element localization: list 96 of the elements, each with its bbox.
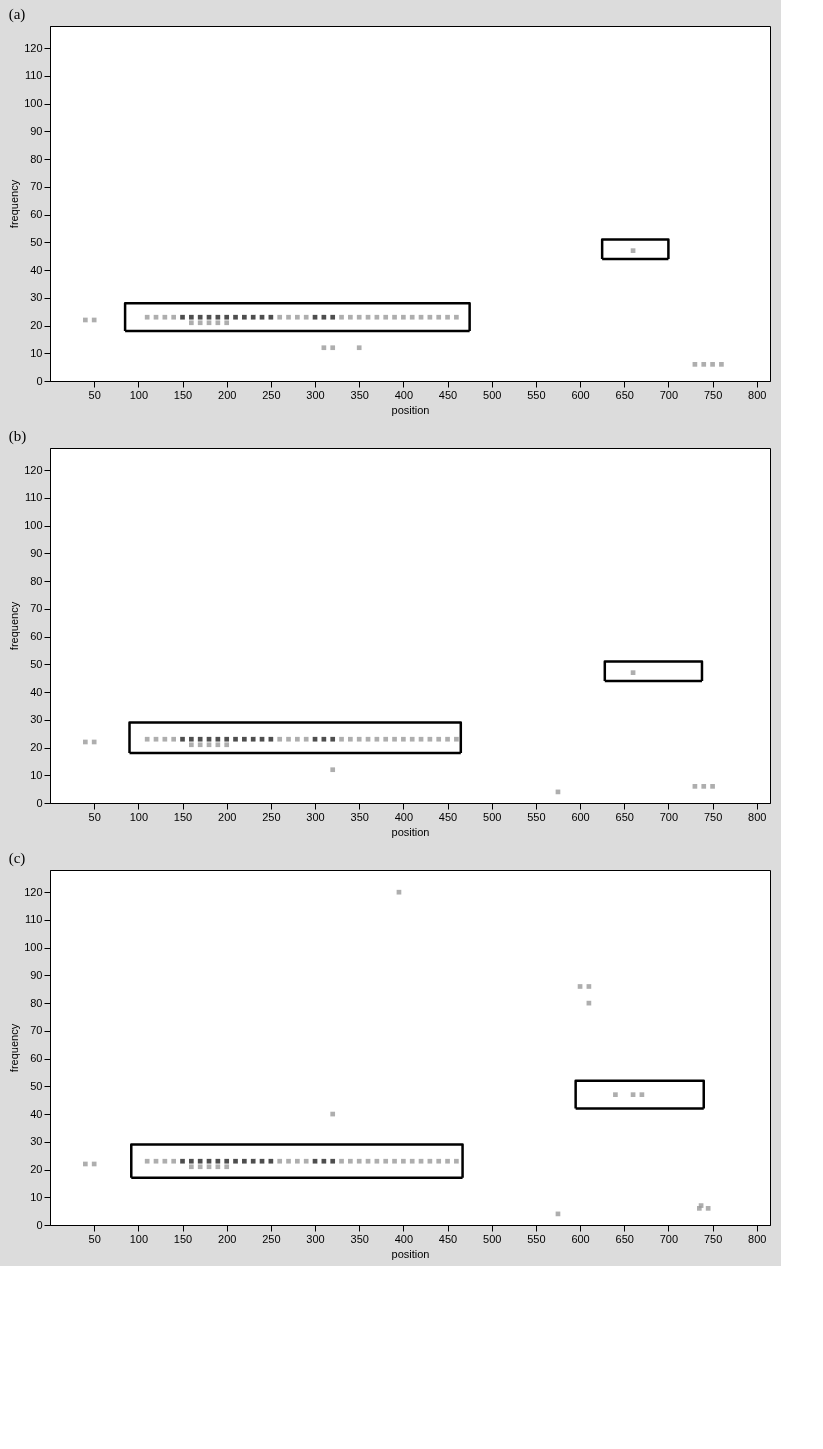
x-tick-label: 600 [571, 810, 590, 823]
x-tick-label: 100 [129, 810, 149, 823]
y-tick-label: 0 [36, 374, 43, 387]
y-tick-label: 20 [30, 1163, 43, 1176]
x-tick-label: 650 [615, 388, 634, 401]
x-tick-label: 700 [659, 388, 679, 401]
x-tick-label: 200 [218, 1232, 237, 1245]
x-tick-label: 500 [483, 810, 502, 823]
x-tick-label: 400 [394, 1232, 414, 1245]
x-tick-label: 50 [88, 388, 101, 401]
x-tick-label: 450 [438, 388, 458, 401]
y-tick-label: 100 [24, 519, 43, 532]
x-tick-label: 500 [483, 1232, 502, 1245]
y-axis-title: frequency [8, 179, 21, 229]
y-tick-label: 80 [30, 574, 43, 587]
x-tick-label: 700 [659, 1232, 679, 1245]
x-tick-label: 250 [262, 1232, 281, 1245]
x-tick-label: 550 [527, 1232, 546, 1245]
x-tick-label: 350 [350, 1232, 369, 1245]
x-tick-label: 400 [394, 388, 414, 401]
x-tick-label: 800 [748, 810, 767, 823]
x-tick-label: 300 [306, 1232, 325, 1245]
y-tick-label: 0 [36, 1218, 43, 1231]
y-tick-label: 60 [30, 1052, 43, 1065]
y-tick-label: 80 [30, 996, 43, 1009]
y-tick-label: 90 [30, 546, 43, 559]
y-tick-label: 120 [24, 463, 43, 476]
chart-title: (c) [8, 850, 26, 867]
x-tick-label: 550 [527, 388, 546, 401]
y-tick-label: 100 [24, 941, 43, 954]
y-tick-label: 100 [24, 97, 43, 110]
x-tick-label: 150 [173, 810, 193, 823]
y-tick-label: 30 [30, 713, 43, 726]
x-tick-label: 200 [218, 810, 237, 823]
x-tick-label: 150 [173, 1232, 193, 1245]
x-tick-label: 750 [703, 388, 723, 401]
y-tick-label: 0 [36, 796, 43, 809]
x-tick-label: 350 [350, 810, 369, 823]
x-tick-label: 800 [748, 1232, 767, 1245]
y-tick-label: 110 [24, 491, 43, 504]
x-tick-label: 700 [659, 810, 679, 823]
y-tick-label: 30 [30, 1135, 43, 1148]
y-tick-label: 110 [24, 913, 43, 926]
x-tick-label: 750 [703, 1232, 723, 1245]
x-tick-label: 650 [615, 810, 634, 823]
x-tick-label: 800 [748, 388, 767, 401]
x-tick-label: 50 [88, 1232, 101, 1245]
x-tick-label: 450 [438, 1232, 458, 1245]
chart-title: (b) [8, 428, 27, 445]
y-axis-title: frequency [8, 1023, 21, 1073]
y-tick-label: 10 [30, 768, 43, 781]
y-tick-label: 70 [30, 602, 43, 615]
y-tick-label: 40 [30, 263, 43, 276]
x-tick-label: 400 [394, 810, 414, 823]
x-tick-label: 650 [615, 1232, 634, 1245]
x-tick-label: 200 [218, 388, 237, 401]
y-axis-title: frequency [8, 601, 21, 651]
y-tick-label: 10 [30, 346, 43, 359]
y-tick-label: 50 [30, 235, 43, 248]
y-tick-label: 120 [24, 885, 43, 898]
y-tick-label: 60 [30, 630, 43, 643]
y-tick-label: 90 [30, 124, 43, 137]
x-tick-label: 750 [703, 810, 723, 823]
y-tick-label: 50 [30, 657, 43, 670]
x-tick-label: 150 [173, 388, 193, 401]
x-axis-title: position [391, 825, 430, 838]
x-axis-title: position [391, 403, 430, 416]
x-tick-label: 50 [88, 810, 101, 823]
x-tick-label: 600 [571, 388, 590, 401]
x-tick-label: 300 [306, 388, 325, 401]
chart-title: (a) [8, 6, 26, 23]
x-tick-label: 300 [306, 810, 325, 823]
y-tick-label: 30 [30, 291, 43, 304]
x-axis-title: position [391, 1247, 430, 1260]
y-tick-label: 120 [24, 41, 43, 54]
x-tick-label: 350 [350, 388, 369, 401]
x-tick-label: 500 [483, 388, 502, 401]
x-tick-label: 250 [262, 388, 281, 401]
y-tick-label: 60 [30, 208, 43, 221]
x-tick-label: 250 [262, 810, 281, 823]
y-tick-label: 50 [30, 1079, 43, 1092]
y-tick-label: 80 [30, 152, 43, 165]
x-tick-label: 100 [129, 388, 149, 401]
x-tick-label: 550 [527, 810, 546, 823]
y-tick-label: 20 [30, 319, 43, 332]
y-tick-label: 110 [24, 69, 43, 82]
y-tick-label: 90 [30, 968, 43, 981]
y-tick-label: 20 [30, 741, 43, 754]
y-tick-label: 70 [30, 180, 43, 193]
x-tick-label: 100 [129, 1232, 149, 1245]
x-tick-label: 450 [438, 810, 458, 823]
x-tick-label: 600 [571, 1232, 590, 1245]
y-tick-label: 40 [30, 1107, 43, 1120]
y-tick-label: 70 [30, 1024, 43, 1037]
y-tick-label: 10 [30, 1190, 43, 1203]
y-tick-label: 40 [30, 685, 43, 698]
